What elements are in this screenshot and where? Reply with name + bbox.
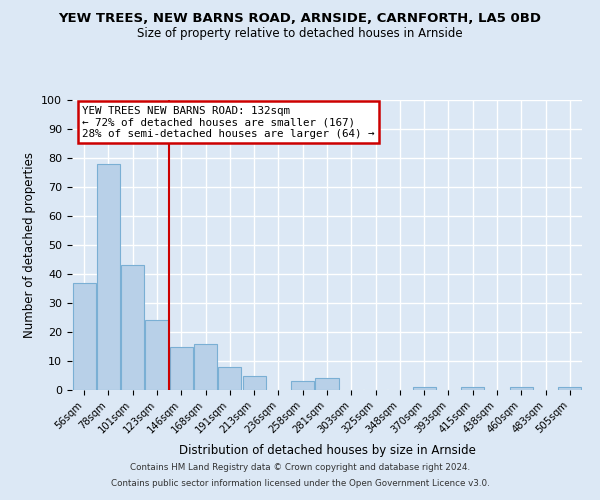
Y-axis label: Number of detached properties: Number of detached properties: [23, 152, 36, 338]
Bar: [291, 382, 314, 390]
Bar: [218, 367, 241, 390]
Bar: [97, 164, 120, 390]
Bar: [170, 346, 193, 390]
Bar: [194, 344, 217, 390]
Bar: [413, 387, 436, 390]
Bar: [121, 266, 144, 390]
Text: YEW TREES NEW BARNS ROAD: 132sqm
← 72% of detached houses are smaller (167)
28% : YEW TREES NEW BARNS ROAD: 132sqm ← 72% o…: [82, 106, 374, 139]
Text: Size of property relative to detached houses in Arnside: Size of property relative to detached ho…: [137, 28, 463, 40]
Bar: [316, 378, 338, 390]
Bar: [510, 387, 533, 390]
Bar: [559, 387, 581, 390]
Text: Contains HM Land Registry data © Crown copyright and database right 2024.: Contains HM Land Registry data © Crown c…: [130, 464, 470, 472]
Bar: [461, 387, 484, 390]
Bar: [73, 282, 95, 390]
Text: YEW TREES, NEW BARNS ROAD, ARNSIDE, CARNFORTH, LA5 0BD: YEW TREES, NEW BARNS ROAD, ARNSIDE, CARN…: [59, 12, 542, 26]
Bar: [145, 320, 169, 390]
Bar: [242, 376, 266, 390]
X-axis label: Distribution of detached houses by size in Arnside: Distribution of detached houses by size …: [179, 444, 475, 456]
Text: Contains public sector information licensed under the Open Government Licence v3: Contains public sector information licen…: [110, 478, 490, 488]
